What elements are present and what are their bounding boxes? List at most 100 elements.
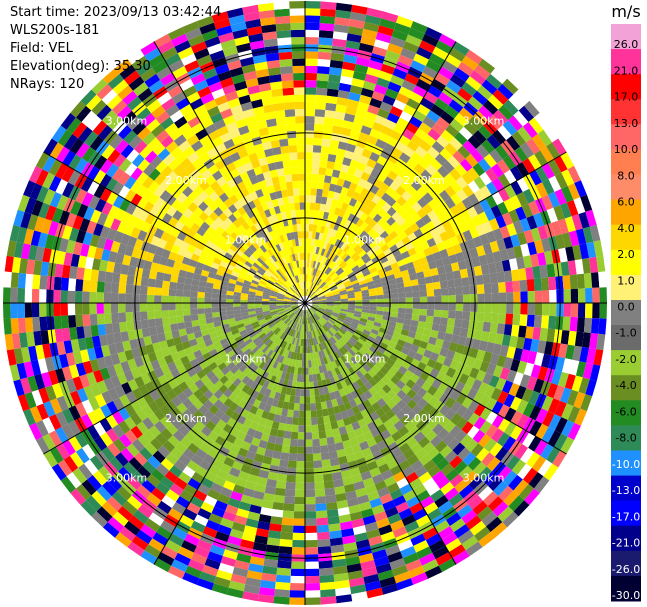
- range-gate-cell: [143, 260, 153, 271]
- range-gate-cell: [305, 432, 313, 440]
- range-gate-cell: [211, 353, 221, 362]
- range-gate-cell: [333, 299, 341, 302]
- range-gate-cell: [433, 182, 445, 195]
- range-gate-cell: [319, 372, 326, 381]
- range-gate-cell: [319, 240, 325, 249]
- ring-distance-label: 3.00km: [463, 472, 505, 485]
- range-gate-cell: [311, 345, 316, 353]
- range-gate-cell: [198, 280, 207, 288]
- range-gate-cell: [390, 336, 399, 344]
- range-gate-cell: [211, 11, 229, 23]
- range-gate-cell: [228, 383, 238, 393]
- range-gate-cell: [315, 269, 320, 277]
- range-gate-cell: [223, 239, 233, 249]
- range-gate-cell: [169, 281, 178, 290]
- range-gate-cell: [395, 216, 406, 227]
- range-gate-cell: [172, 164, 185, 176]
- range-gate-cell: [245, 378, 255, 388]
- range-gate-cell: [498, 404, 510, 418]
- range-gate-cell: [226, 310, 234, 316]
- range-gate-cell: [193, 185, 204, 197]
- range-gate-cell: [140, 67, 157, 82]
- range-gate-cell: [182, 408, 194, 420]
- range-gate-cell: [3, 271, 12, 288]
- range-gate-cell: [277, 259, 284, 267]
- range-gate-cell: [388, 257, 397, 265]
- range-gate-cell: [560, 330, 570, 345]
- range-gate-cell: [325, 309, 333, 314]
- range-gate-cell: [347, 259, 356, 267]
- range-gate-cell: [317, 416, 325, 425]
- range-gate-cell: [384, 506, 399, 518]
- range-gate-cell: [287, 130, 297, 139]
- range-gate-cell: [302, 346, 305, 354]
- range-gate-cell: [407, 330, 417, 339]
- range-gate-cell: [146, 493, 162, 507]
- range-gate-cell: [526, 451, 541, 468]
- range-gate-cell: [272, 229, 280, 238]
- range-gate-cell: [168, 288, 177, 297]
- range-gate-cell: [391, 431, 403, 442]
- range-gate-cell: [387, 81, 402, 93]
- range-gate-cell: [316, 270, 322, 278]
- range-gate-cell: [160, 458, 174, 471]
- range-gate-cell: [323, 480, 335, 489]
- range-gate-cell: [285, 319, 292, 326]
- range-gate-cell: [395, 92, 410, 105]
- range-gate-cell: [389, 244, 399, 253]
- range-gate-cell: [262, 141, 273, 151]
- range-gate-cell: [249, 405, 259, 415]
- range-gate-cell: [334, 230, 341, 239]
- range-gate-cell: [438, 273, 447, 282]
- range-gate-cell: [284, 296, 292, 300]
- range-gate-cell: [274, 281, 282, 288]
- range-gate-cell: [237, 224, 247, 234]
- range-gate-cell: [431, 274, 440, 283]
- range-gate-cell: [350, 346, 359, 354]
- range-gate-cell: [280, 145, 290, 154]
- range-gate-cell: [96, 380, 108, 394]
- range-gate-cell: [387, 325, 396, 332]
- range-gate-cell: [185, 27, 202, 41]
- range-gate-cell: [204, 312, 213, 319]
- range-gate-cell: [239, 424, 250, 435]
- range-gate-cell: [38, 202, 50, 219]
- range-gate-cell: [144, 442, 158, 456]
- range-gate-cell: [561, 169, 575, 186]
- range-gate-cell: [204, 36, 221, 48]
- range-gate-cell: [292, 65, 305, 74]
- range-gate-cell: [540, 146, 555, 163]
- range-gate-cell: [214, 531, 230, 543]
- range-gate-cell: [196, 226, 207, 237]
- range-gate-cell: [512, 313, 521, 326]
- range-gate-cell: [119, 394, 131, 408]
- range-gate-cell: [217, 101, 231, 113]
- range-gate-cell: [531, 133, 547, 151]
- range-gate-cell: [517, 231, 528, 246]
- range-gate-cell: [168, 59, 185, 73]
- range-gate-cell: [271, 398, 279, 408]
- range-gate-cell: [38, 387, 50, 404]
- range-gate-cell: [210, 414, 221, 426]
- range-gate-cell: [395, 409, 406, 421]
- range-gate-cell: [211, 583, 229, 595]
- range-gate-cell: [255, 239, 263, 248]
- range-gate-cell: [96, 313, 105, 325]
- range-gate-cell: [398, 245, 408, 254]
- range-gate-cell: [241, 253, 250, 261]
- range-gate-cell: [347, 295, 356, 299]
- range-gate-cell: [361, 332, 370, 339]
- range-gate-cell: [574, 180, 587, 198]
- colorbar-tick-label: 10.0: [614, 143, 639, 156]
- range-gate-cell: [353, 343, 361, 352]
- range-gate-cell: [319, 299, 327, 302]
- range-gate-cell: [497, 432, 510, 447]
- range-gate-cell: [305, 288, 308, 296]
- range-gate-cell: [278, 204, 286, 213]
- range-gate-cell: [403, 226, 414, 237]
- range-gate-cell: [29, 183, 43, 200]
- range-gate-cell: [397, 339, 406, 347]
- range-gate-cell: [98, 465, 113, 481]
- range-gate-cell: [267, 530, 281, 539]
- range-gate-cell: [306, 338, 310, 347]
